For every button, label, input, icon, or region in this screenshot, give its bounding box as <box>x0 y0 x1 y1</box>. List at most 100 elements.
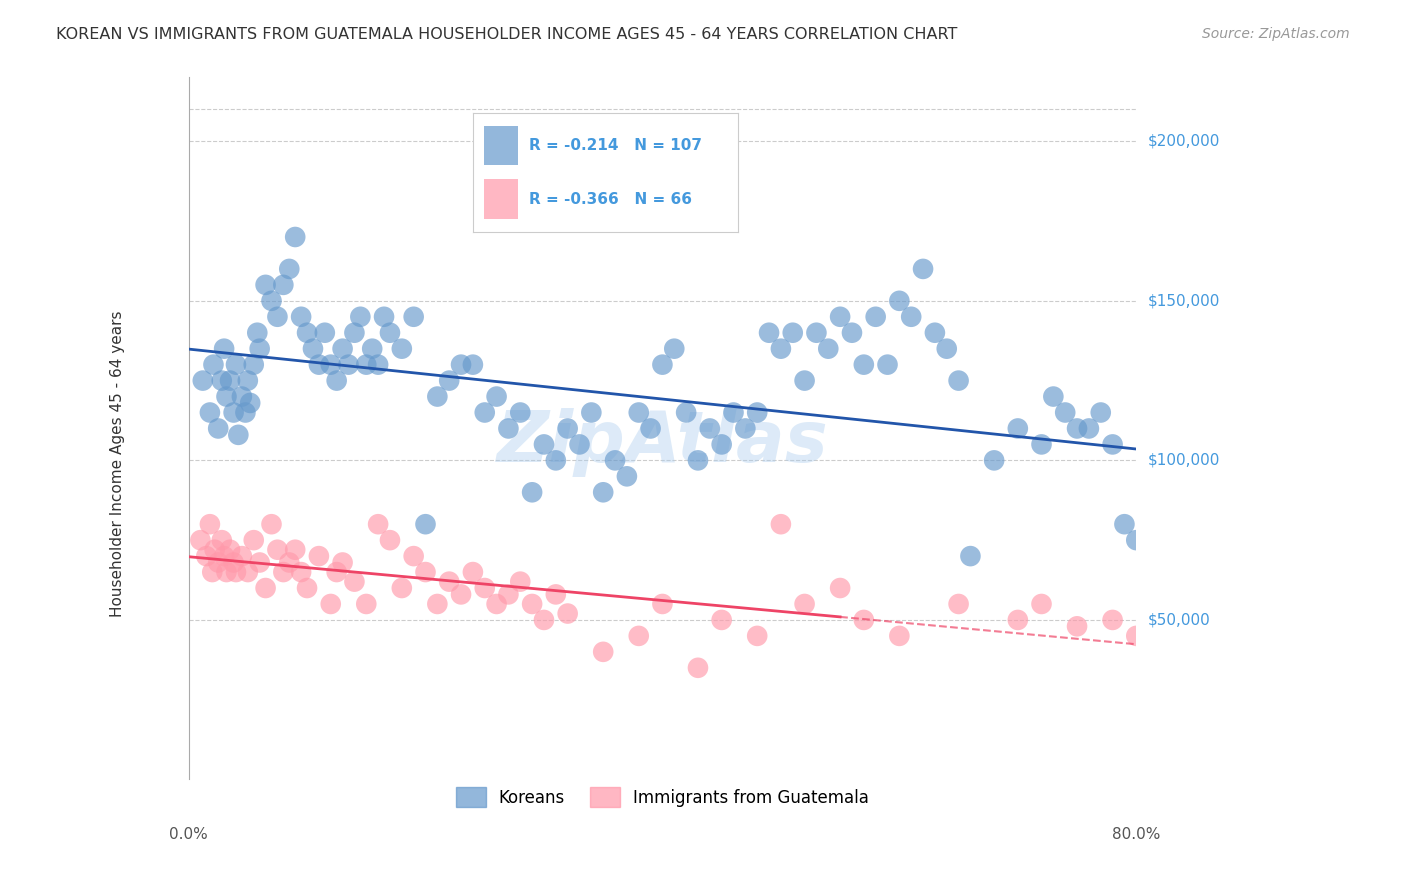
Point <box>900 310 922 324</box>
Point <box>202 358 225 372</box>
Point <box>935 342 957 356</box>
Point <box>699 421 721 435</box>
Point <box>948 597 970 611</box>
Point <box>675 405 697 419</box>
Point <box>239 396 262 410</box>
Point <box>319 358 342 372</box>
Point <box>592 645 614 659</box>
Point <box>581 405 603 419</box>
Point <box>367 517 389 532</box>
Point <box>231 549 253 563</box>
Point <box>592 485 614 500</box>
Point <box>415 565 437 579</box>
Point <box>498 587 520 601</box>
Point <box>544 587 567 601</box>
Point <box>533 613 555 627</box>
Point <box>319 597 342 611</box>
Point <box>236 565 259 579</box>
Point <box>1149 645 1171 659</box>
Point <box>273 565 295 579</box>
Point <box>1077 421 1099 435</box>
Point <box>242 533 264 548</box>
Text: 0.0%: 0.0% <box>169 828 208 842</box>
Point <box>948 374 970 388</box>
Point <box>983 453 1005 467</box>
Point <box>1184 533 1206 548</box>
Point <box>378 326 401 340</box>
Point <box>215 565 238 579</box>
Point <box>1031 597 1053 611</box>
Point <box>219 542 242 557</box>
Point <box>924 326 946 340</box>
Point <box>391 342 413 356</box>
Point <box>373 310 395 324</box>
Point <box>343 574 366 589</box>
Text: KOREAN VS IMMIGRANTS FROM GUATEMALA HOUSEHOLDER INCOME AGES 45 - 64 YEARS CORREL: KOREAN VS IMMIGRANTS FROM GUATEMALA HOUS… <box>56 27 957 42</box>
Point <box>1125 533 1147 548</box>
Point <box>461 358 484 372</box>
Point <box>793 374 815 388</box>
Point <box>1149 517 1171 532</box>
Point <box>485 597 508 611</box>
Point <box>378 533 401 548</box>
Point <box>1197 524 1219 538</box>
Point <box>1042 390 1064 404</box>
Point <box>231 390 253 404</box>
Point <box>852 358 875 372</box>
Point <box>391 581 413 595</box>
Point <box>284 542 307 557</box>
Point <box>356 358 378 372</box>
Point <box>793 597 815 611</box>
Point <box>361 342 384 356</box>
Point <box>747 629 769 643</box>
Point <box>284 230 307 244</box>
Point <box>474 405 496 419</box>
Point <box>461 565 484 579</box>
Point <box>889 293 911 308</box>
Point <box>191 374 214 388</box>
Point <box>568 437 591 451</box>
Point <box>356 597 378 611</box>
Point <box>557 421 579 435</box>
Text: $100,000: $100,000 <box>1149 453 1220 468</box>
Point <box>1007 613 1029 627</box>
Point <box>509 405 531 419</box>
Text: $200,000: $200,000 <box>1149 134 1220 149</box>
Text: 80.0%: 80.0% <box>1112 828 1160 842</box>
Point <box>1137 533 1160 548</box>
Point <box>865 310 887 324</box>
Point <box>308 549 330 563</box>
Point <box>415 517 437 532</box>
Point <box>236 374 259 388</box>
Point <box>852 613 875 627</box>
Point <box>437 374 460 388</box>
Point <box>686 661 709 675</box>
Point <box>1031 437 1053 451</box>
Point <box>616 469 638 483</box>
Point <box>219 374 242 388</box>
Point <box>603 453 626 467</box>
Point <box>290 565 312 579</box>
Point <box>830 310 852 324</box>
Point <box>426 597 449 611</box>
Point <box>225 358 247 372</box>
Point <box>1101 613 1123 627</box>
Point <box>273 277 295 292</box>
Point <box>228 427 250 442</box>
Point <box>222 556 245 570</box>
Point <box>1066 619 1088 633</box>
Point <box>474 581 496 595</box>
Text: $150,000: $150,000 <box>1149 293 1220 309</box>
Text: $50,000: $50,000 <box>1149 613 1211 627</box>
Point <box>769 342 792 356</box>
Point <box>664 342 686 356</box>
Point <box>254 581 277 595</box>
Point <box>640 421 662 435</box>
Point <box>212 342 235 356</box>
Point <box>876 358 898 372</box>
Point <box>190 533 212 548</box>
Point <box>332 342 354 356</box>
Point <box>912 261 935 276</box>
Point <box>734 421 756 435</box>
Point <box>254 277 277 292</box>
